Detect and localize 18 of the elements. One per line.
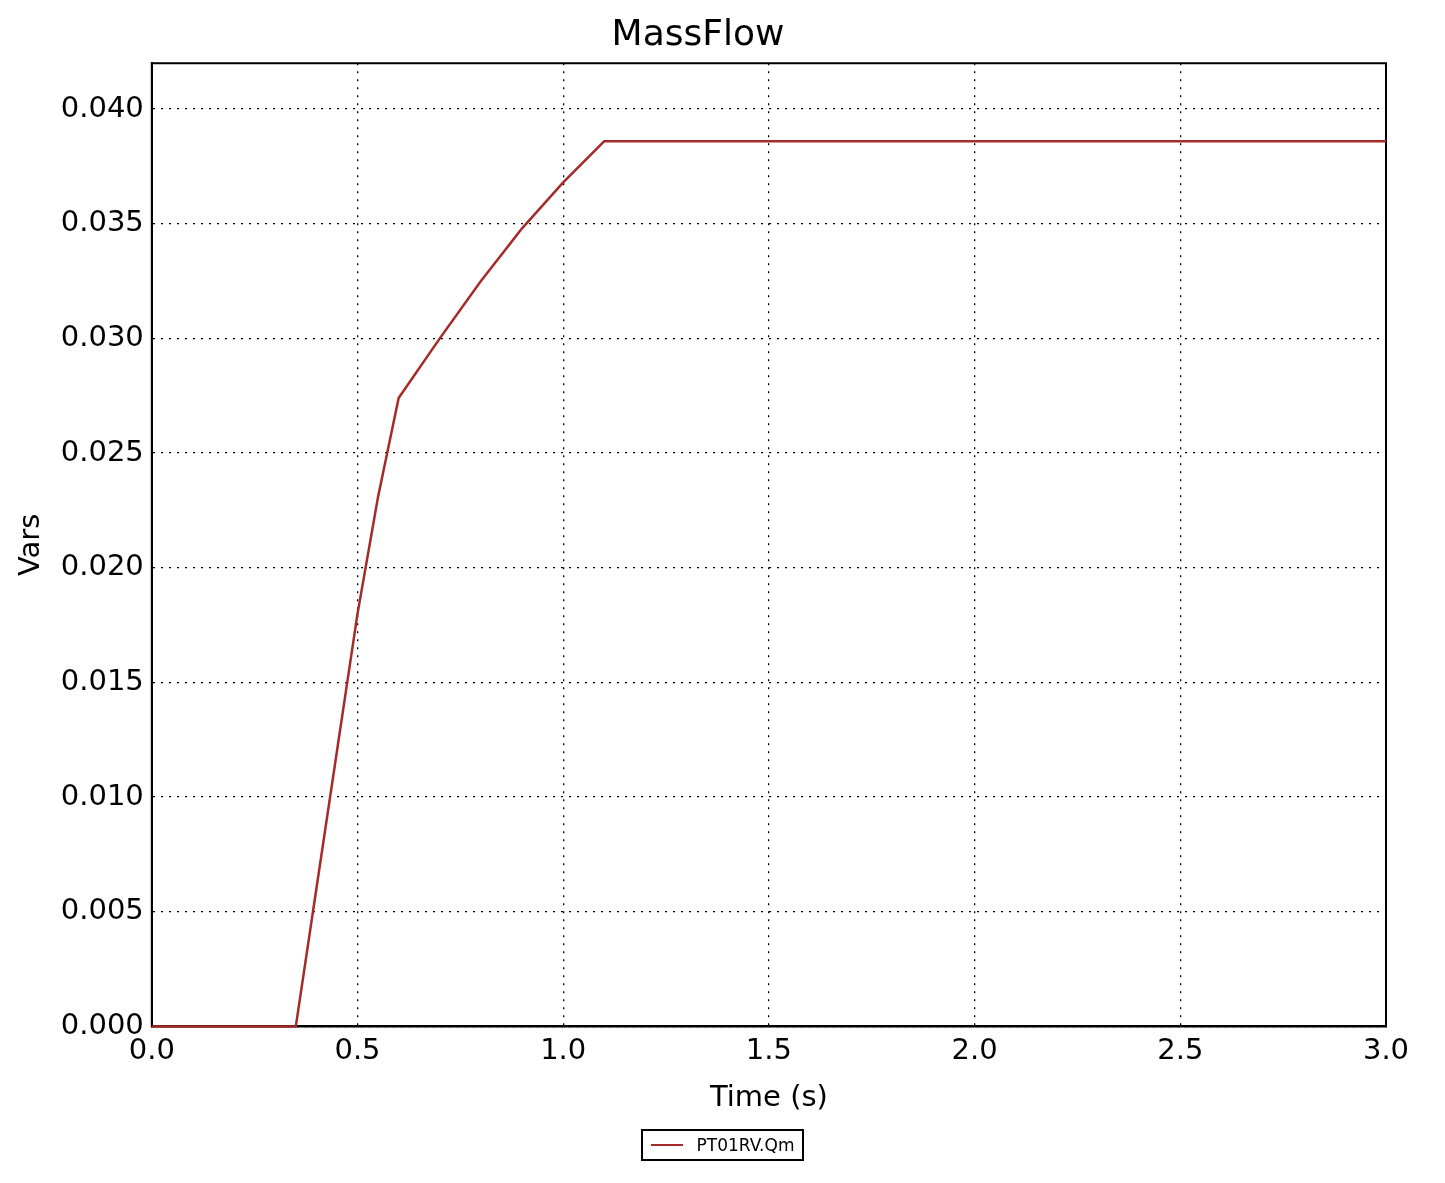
- x-tick-label: 1.0: [540, 1032, 587, 1067]
- x-tick-label: 0.5: [334, 1032, 381, 1067]
- x-tick-label: 2.0: [951, 1032, 998, 1067]
- x-tick-label: 2.5: [1157, 1032, 1204, 1067]
- y-tick-label: 0.035: [60, 204, 144, 239]
- legend-label: PT01RV.Qm: [696, 1135, 795, 1155]
- y-tick-label: 0.040: [60, 89, 144, 124]
- x-tick-label: 1.5: [745, 1032, 792, 1067]
- y-tick-label: 0.025: [60, 433, 144, 468]
- y-tick-label: 0.005: [60, 892, 144, 927]
- y-tick-label: 0.020: [60, 548, 144, 583]
- y-tick-label: 0.010: [60, 777, 144, 812]
- chart-title: MassFlow: [611, 11, 785, 53]
- y-axis-title: Vars: [11, 513, 46, 576]
- x-axis-title: Time (s): [708, 1079, 828, 1114]
- x-tick-label: 3.0: [1362, 1032, 1410, 1067]
- y-tick-label: 0.015: [60, 662, 144, 697]
- y-tick-label: 0.030: [60, 318, 144, 353]
